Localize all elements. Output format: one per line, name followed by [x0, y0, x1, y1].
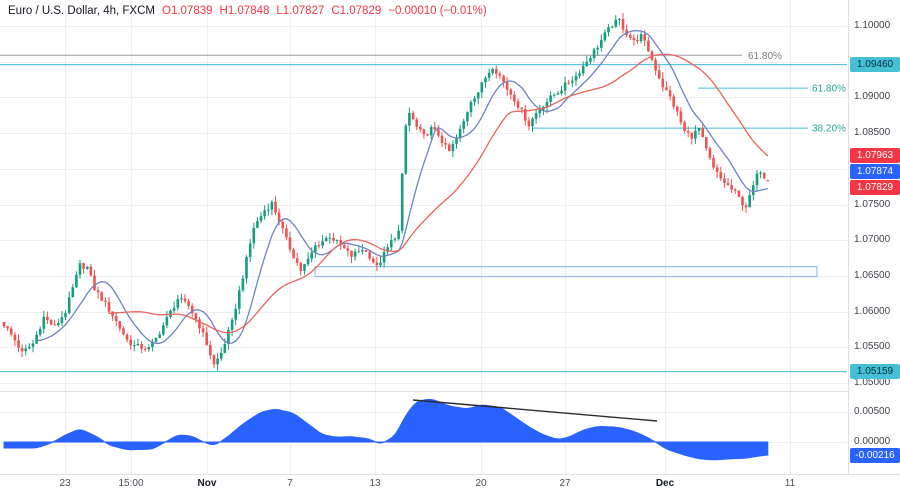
price-tick-label: 1.07000: [854, 234, 891, 245]
price-badge-level-lower: 1.05159: [850, 364, 900, 379]
time-axis-label: 13: [369, 478, 381, 489]
horizontal-level-lines[interactable]: [0, 64, 847, 373]
vertical-gridlines: [65, 0, 791, 474]
time-axis-label: 11: [784, 478, 796, 489]
time-axis-label: Dec: [655, 478, 675, 489]
symbol-title[interactable]: Euro / U.S. Dollar, 4h, FXCM: [8, 5, 155, 17]
indicator-value-badge: -0.00216: [850, 448, 900, 463]
price-tick-label: 1.07500: [854, 199, 891, 210]
time-axis-label: 27: [559, 478, 571, 489]
symbol-legend[interactable]: Euro / U.S. Dollar, 4h, FXCM O1.07839 H1.0…: [8, 5, 487, 17]
time-axis-label: 23: [59, 478, 71, 489]
indicator-tick-label: 0.00000: [854, 436, 891, 447]
svg-text:61.80%: 61.80%: [748, 51, 782, 62]
ohlc-low: L1.07827: [276, 5, 325, 17]
ohlc-change: −0.00010 (−0.01%): [388, 5, 487, 17]
time-axis-label: 7: [287, 478, 293, 489]
ohlc-open: O1.07839: [162, 5, 213, 17]
svg-text:38.20%: 38.20%: [812, 124, 846, 135]
price-tick-label: 1.08500: [854, 127, 891, 138]
price-badge-last-price: 1.07829: [850, 180, 900, 195]
price-badge-level-upper: 1.09460: [850, 57, 900, 72]
price-axis[interactable]: 1.09460 1.07963 1.07874 1.07829 1.05159 …: [848, 0, 900, 474]
time-axis-label: 15:00: [118, 478, 144, 489]
price-tick-label: 1.06000: [854, 306, 891, 317]
candles: [2, 13, 770, 371]
time-axis-label: Nov: [197, 478, 217, 489]
price-badge-ma-slow: 1.07963: [850, 148, 900, 163]
svg-text:61.80%: 61.80%: [812, 84, 846, 95]
price-tick-label: 1.05500: [854, 341, 891, 352]
ma-fast-line[interactable]: [36, 30, 768, 344]
ohlc-close: C1.07829: [331, 5, 382, 17]
price-tick-label: 1.05000: [854, 377, 891, 388]
range-box-drawing[interactable]: [314, 266, 818, 278]
ma-slow-line[interactable]: [108, 53, 769, 334]
time-axis[interactable]: 23 15:00 Nov 7 13 20 27 Dec 11: [0, 474, 900, 495]
indicator-area: [3, 398, 769, 461]
price-tick-label: 1.06500: [854, 270, 891, 281]
indicator-tick-label: 0.00500: [854, 406, 891, 417]
indicator-trendline-drawing[interactable]: [412, 399, 658, 422]
price-badge-ma-fast: 1.07874: [850, 164, 900, 179]
price-tick-label: 1.09000: [854, 91, 891, 102]
time-axis-label: 20: [475, 478, 487, 489]
ohlc-high: H1.07848: [219, 5, 270, 17]
price-tick-label: 1.10000: [854, 20, 891, 31]
